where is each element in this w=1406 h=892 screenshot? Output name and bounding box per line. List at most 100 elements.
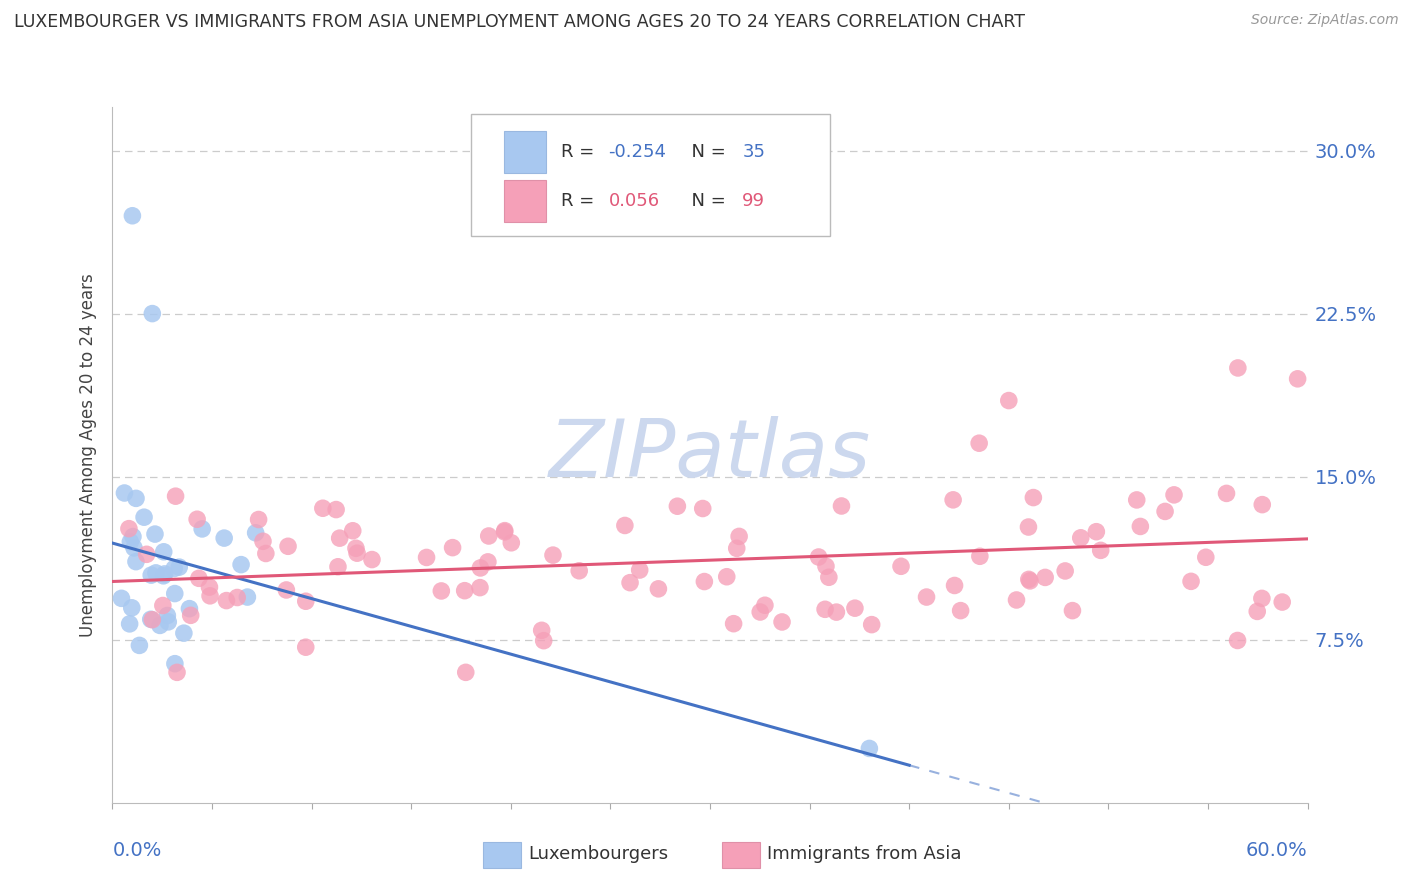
Point [723,616,745,631]
Point [949,604,972,618]
Point [153,566,176,581]
Point [344,541,367,556]
Point [441,541,464,555]
Point [807,549,830,564]
Point [198,580,221,594]
Point [145,566,167,580]
Point [725,541,748,556]
Point [186,512,208,526]
Point [121,600,143,615]
Point [277,539,299,553]
Point [1226,360,1249,375]
Point [226,591,249,605]
Point [749,605,772,619]
Point [294,594,316,608]
Point [533,633,555,648]
Point [166,665,188,680]
Text: R =: R = [561,144,599,161]
Point [1090,543,1112,558]
Text: 0.0%: 0.0% [112,841,162,860]
Point [165,489,187,503]
Point [141,613,163,627]
Point [1125,492,1147,507]
Point [716,570,738,584]
Point [187,571,209,585]
Point [312,501,335,516]
Point [530,624,553,638]
Point [619,575,641,590]
Point [430,584,453,599]
Text: 60.0%: 60.0% [1246,841,1308,860]
Point [152,545,174,559]
Point [415,550,437,565]
Text: LUXEMBOURGER VS IMMIGRANTS FROM ASIA UNEMPLOYMENT AMONG AGES 20 TO 24 YEARS CORR: LUXEMBOURGER VS IMMIGRANTS FROM ASIA UNE… [14,13,1025,31]
Point [1251,498,1274,512]
Point [1070,531,1092,545]
Point [613,518,636,533]
Text: R =: R = [561,192,606,210]
Text: Immigrants from Asia: Immigrants from Asia [768,846,962,863]
Point [346,546,368,560]
Point [477,555,499,569]
Point [1180,574,1202,589]
Point [1085,524,1108,539]
Text: Luxembourgers: Luxembourgers [529,846,668,863]
Point [1054,564,1077,578]
Point [943,578,966,592]
Point [361,552,384,566]
Point [915,590,938,604]
Text: -0.254: -0.254 [609,144,666,161]
Point [212,531,235,545]
Point [468,581,491,595]
Point [152,569,174,583]
Point [568,564,591,578]
Point [198,589,221,603]
Point [215,593,238,607]
Point [1005,593,1028,607]
Point [247,512,270,526]
Point [254,547,277,561]
Point [1226,633,1249,648]
Point [501,535,523,549]
Text: N =: N = [681,192,731,210]
Point [890,559,912,574]
Text: 35: 35 [742,144,765,161]
Point [128,639,150,653]
Point [693,574,716,589]
Point [163,561,186,575]
Point [156,608,179,623]
Point [770,615,793,629]
Point [1250,591,1272,606]
Text: ZIPatlas: ZIPatlas [548,416,872,494]
Point [1154,504,1177,518]
Point [125,555,148,569]
Point [647,582,669,596]
Point [122,530,145,544]
Point [494,524,516,539]
Text: N =: N = [681,144,731,161]
Point [167,560,190,574]
Point [1062,604,1084,618]
FancyBboxPatch shape [505,131,547,173]
Point [754,599,776,613]
Point [454,665,477,680]
Point [470,561,492,575]
Point [149,618,172,632]
Point [179,601,201,615]
Point [814,602,837,616]
Point [541,548,564,562]
Point [1019,574,1042,588]
Point [122,541,145,555]
Point [139,612,162,626]
Point [163,586,186,600]
Point [180,608,202,623]
Point [342,524,364,538]
Point [120,534,142,549]
Point [191,522,214,536]
Point [666,500,689,514]
Point [143,527,166,541]
Point [125,491,148,506]
Point [135,547,157,561]
Point [141,307,163,321]
Point [692,501,714,516]
